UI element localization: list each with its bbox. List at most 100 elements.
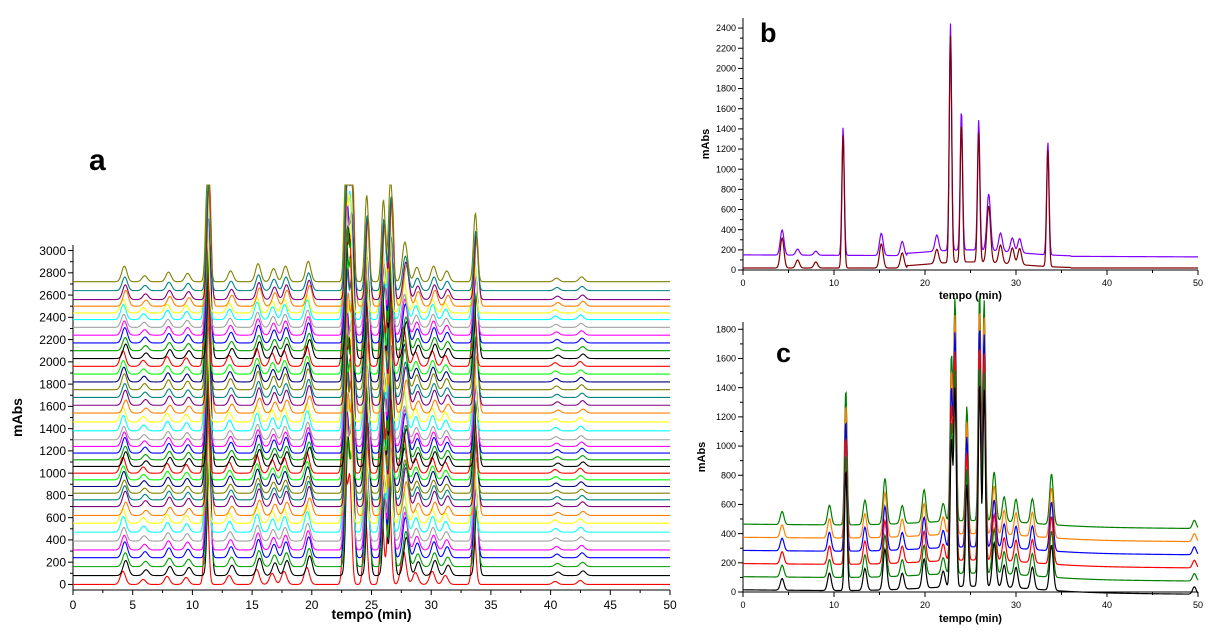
x-tick-label: 0 [70,598,77,612]
x-tick-label: 30 [425,598,439,612]
chromatogram-trace [73,312,670,447]
panel-a: 0 5 10 15 20 25 30 35 40 45 50 0 200 400 600 800 1000 120… [9,144,677,622]
y-tick-label: 1400 [716,124,736,134]
y-tick-label: 2800 [39,266,66,280]
x-tick-label: 10 [829,278,839,288]
y-tick-label: 1400 [716,383,736,393]
y-tick-label: 0 [731,265,736,275]
chromatogram-trace [73,372,670,494]
chromatogram-trace [742,296,1199,529]
x-tick-label: 20 [305,598,319,612]
chromatogram-trace [742,349,1199,569]
x-tick-label: 10 [829,600,839,610]
chromatogram-trace [73,184,670,321]
y-tick-label: 200 [46,555,66,569]
y-tick-label: 2200 [39,333,66,347]
y-tick-label: 1000 [716,164,736,174]
chromatogram-trace [73,308,670,454]
chromatogram-trace [73,289,670,432]
x-tick-label: 45 [604,598,618,612]
y-tick-label: 800 [46,489,66,503]
chromatogram-trace [73,200,670,344]
x-tick-label: 0 [740,278,745,288]
chromatogram-trace [742,313,1199,543]
chromatogram-trace [73,245,670,383]
y-axis-label: mAbs [696,442,708,473]
chromatogram-trace [73,438,670,568]
x-axis-label: tempo (min) [939,290,1002,302]
y-tick-label: 800 [721,185,736,195]
x-tick-label: 50 [663,598,677,612]
chromatogram-trace [742,385,1199,595]
chromatogram-trace [73,184,670,301]
y-tick-label: 1600 [716,354,736,364]
x-tick-label: 30 [1011,278,1021,288]
y-tick-label: 3000 [39,244,66,258]
chromatogram-trace [73,248,670,375]
x-tick-label: 25 [365,598,379,612]
chromatogram-trace [73,227,670,352]
x-tick-label: 15 [245,598,259,612]
y-tick-label: 1000 [716,441,736,451]
y-tick-label: 1600 [716,104,736,114]
y-axis-label: mAbs [700,129,712,160]
x-tick-label: 20 [920,600,930,610]
y-tick-label: 600 [46,511,66,525]
x-tick-label: 30 [1011,600,1021,610]
chromatogram-trace [73,351,670,481]
chromatogram-trace [73,268,670,399]
chromatogram-trace [73,316,670,441]
y-tick-label: 2400 [39,311,66,325]
y-tick-label: 1800 [716,324,736,334]
y-tick-label: 1600 [39,400,66,414]
chromatogram-trace [73,464,670,585]
chromatogram-trace [73,184,670,314]
chromatogram-trace [73,291,670,423]
y-tick-label: 2000 [716,64,736,74]
panel-c: 0 10 20 30 40 50 0 200 400 600 800 1000 1200 1400 1600… [696,296,1203,625]
y-tick-label: 2000 [39,355,66,369]
x-tick-label: 5 [129,598,136,612]
chromatogram-trace [743,23,1199,258]
y-tick-label: 2600 [39,288,66,302]
chromatogram-trace [73,206,670,328]
chromatogram-trace [73,184,670,292]
chromatogram-trace [73,389,670,524]
y-tick-label: 2200 [716,43,736,53]
x-tick-label: 50 [1193,600,1203,610]
chromatogram-trace [73,242,670,391]
y-tick-label: 1800 [716,84,736,94]
chromatogram-trace [742,330,1199,556]
y-tick-label: 0 [731,587,736,597]
y-tick-label: 1400 [39,422,66,436]
y-tick-label: 1000 [39,466,66,480]
y-tick-label: 2400 [716,23,736,33]
y-tick-label: 600 [721,205,736,215]
chromatogram-trace [73,368,670,501]
chromatogram-trace [743,35,1198,269]
chromatogram-trace [73,222,670,367]
chromatogram-trace [73,184,670,283]
y-tick-label: 400 [721,529,736,539]
panel-label: a [89,144,106,177]
y-tick-label: 600 [721,500,736,510]
x-tick-label: 50 [1193,278,1203,288]
panel-label: c [776,338,791,368]
chromatogram-trace [73,415,670,542]
y-tick-label: 400 [46,533,66,547]
x-tick-label: 35 [484,598,498,612]
x-tick-label: 20 [920,278,930,288]
y-axis-label: mAbs [9,398,25,437]
y-tick-label: 1200 [716,144,736,154]
x-axis-label: tempo (min) [331,606,411,622]
x-tick-label: 40 [1102,278,1112,288]
y-tick-label: 400 [721,225,736,235]
y-tick-label: 1200 [716,412,736,422]
panel-b: 0 10 20 30 40 50 0 200 400 600 800 1000 1200 1400 1600… [700,18,1203,302]
chromatogram-trace [73,413,670,551]
y-tick-label: 200 [721,245,736,255]
x-tick-label: 40 [544,598,558,612]
x-tick-label: 10 [186,598,200,612]
chromatogram-trace [73,387,670,533]
